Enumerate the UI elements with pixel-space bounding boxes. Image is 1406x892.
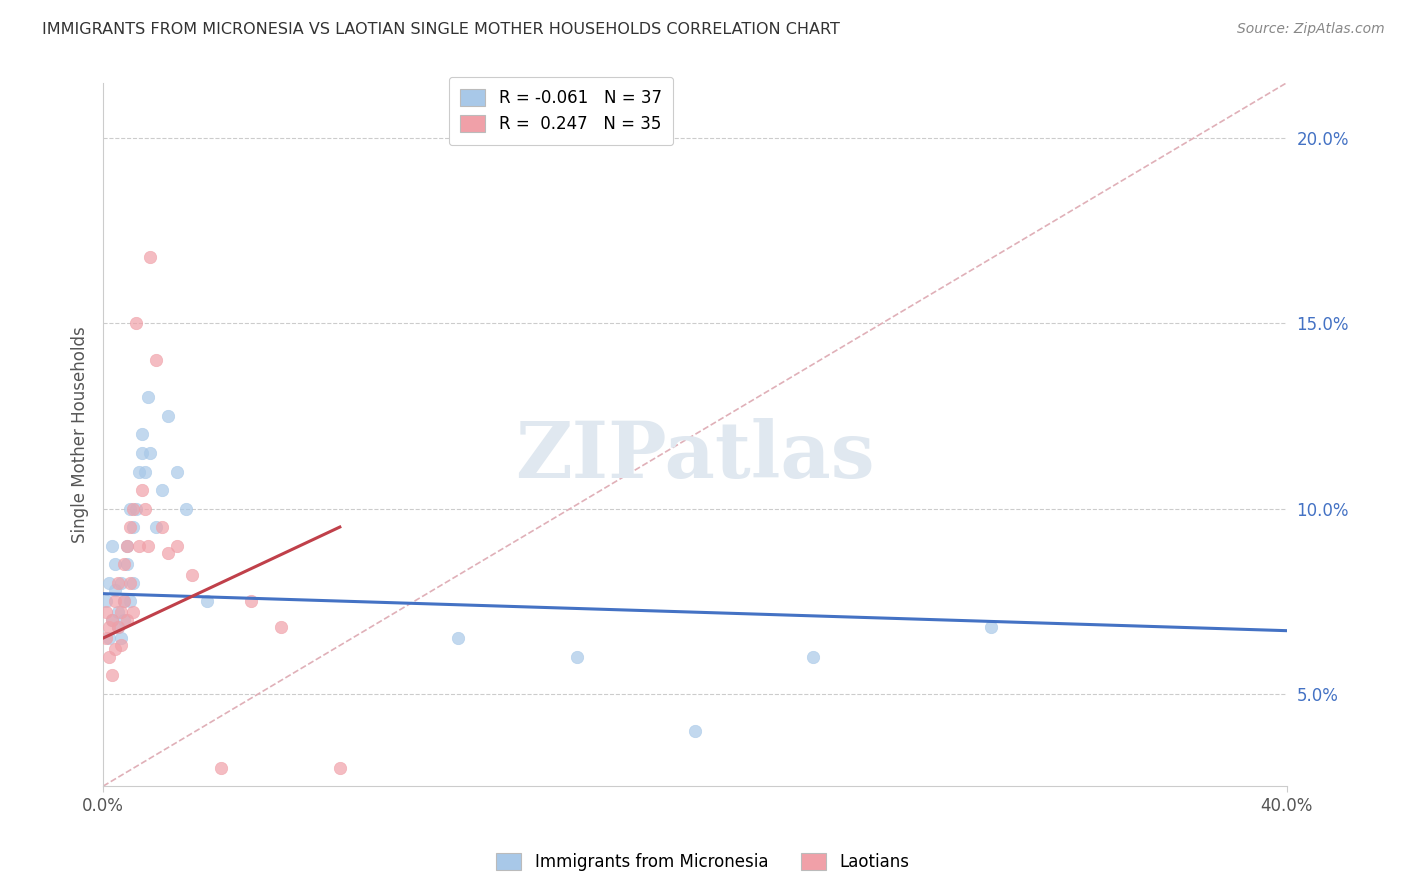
- Point: [112, 557, 135, 571]
- Point: [107, 575, 129, 590]
- Point: [112, 613, 135, 627]
- Point: [98, 631, 121, 645]
- Point: [121, 605, 143, 619]
- Text: ZIPatlas: ZIPatlas: [515, 417, 875, 493]
- Point: [131, 427, 153, 442]
- Point: [104, 557, 127, 571]
- Point: [174, 501, 197, 516]
- Point: [134, 501, 156, 516]
- Point: [118, 520, 141, 534]
- Point: [101, 613, 124, 627]
- Point: [180, 568, 202, 582]
- Point: [115, 613, 138, 627]
- Point: [98, 575, 121, 590]
- Point: [110, 639, 132, 653]
- Point: [329, 761, 352, 775]
- Legend: Immigrants from Micronesia, Laotians: Immigrants from Micronesia, Laotians: [488, 845, 918, 880]
- Point: [136, 391, 159, 405]
- Point: [94, 631, 117, 645]
- Point: [118, 594, 141, 608]
- Point: [107, 620, 129, 634]
- Point: [121, 501, 143, 516]
- Point: [110, 575, 132, 590]
- Point: [115, 539, 138, 553]
- Point: [136, 539, 159, 553]
- Point: [124, 501, 146, 516]
- Point: [112, 594, 135, 608]
- Point: [107, 620, 129, 634]
- Point: [157, 546, 180, 560]
- Point: [115, 539, 138, 553]
- Point: [195, 594, 218, 608]
- Point: [150, 483, 173, 497]
- Point: [166, 539, 188, 553]
- Point: [101, 613, 124, 627]
- Point: [94, 594, 117, 608]
- Text: Source: ZipAtlas.com: Source: ZipAtlas.com: [1237, 22, 1385, 37]
- Point: [270, 620, 292, 634]
- Point: [447, 631, 470, 645]
- Point: [128, 539, 150, 553]
- Point: [145, 520, 167, 534]
- Point: [211, 761, 233, 775]
- Point: [110, 605, 132, 619]
- Point: [121, 520, 143, 534]
- Point: [118, 501, 141, 516]
- Point: [101, 668, 124, 682]
- Point: [104, 582, 127, 597]
- Point: [128, 465, 150, 479]
- Point: [565, 649, 588, 664]
- Point: [107, 605, 129, 619]
- Point: [104, 642, 127, 657]
- Point: [98, 649, 121, 664]
- Point: [101, 539, 124, 553]
- Point: [118, 575, 141, 590]
- Point: [112, 594, 135, 608]
- Point: [134, 465, 156, 479]
- Point: [121, 575, 143, 590]
- Text: IMMIGRANTS FROM MICRONESIA VS LAOTIAN SINGLE MOTHER HOUSEHOLDS CORRELATION CHART: IMMIGRANTS FROM MICRONESIA VS LAOTIAN SI…: [42, 22, 839, 37]
- Point: [150, 520, 173, 534]
- Legend: R = -0.061   N = 37, R =  0.247   N = 35: R = -0.061 N = 37, R = 0.247 N = 35: [449, 77, 673, 145]
- Point: [240, 594, 263, 608]
- Point: [145, 353, 167, 368]
- Point: [124, 317, 146, 331]
- Point: [104, 594, 127, 608]
- Point: [801, 649, 824, 664]
- Point: [157, 409, 180, 423]
- Point: [166, 465, 188, 479]
- Point: [98, 620, 121, 634]
- Point: [980, 620, 1002, 634]
- Point: [131, 446, 153, 460]
- Point: [110, 631, 132, 645]
- Point: [94, 605, 117, 619]
- Point: [115, 557, 138, 571]
- Point: [139, 446, 162, 460]
- Point: [139, 250, 162, 264]
- Point: [683, 723, 706, 738]
- Point: [131, 483, 153, 497]
- Y-axis label: Single Mother Households: Single Mother Households: [72, 326, 89, 543]
